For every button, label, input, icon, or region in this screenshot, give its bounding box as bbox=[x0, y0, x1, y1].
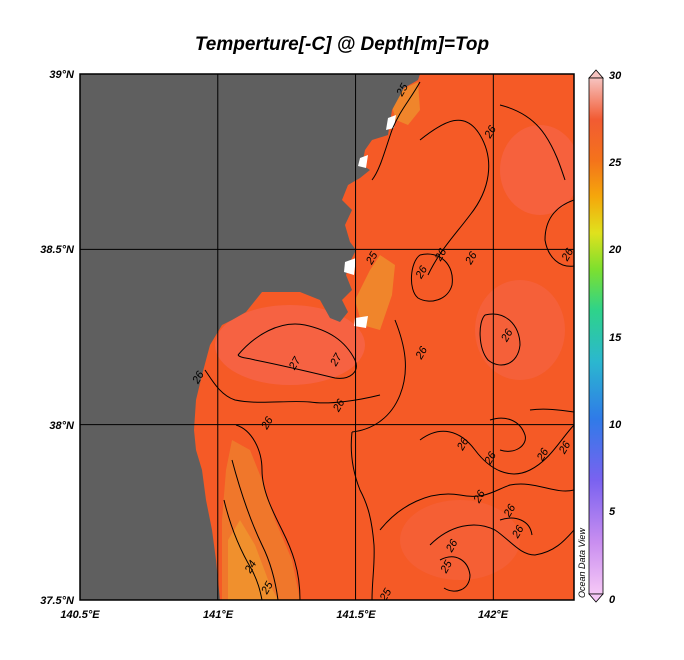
contour-line bbox=[411, 253, 453, 302]
contour-line bbox=[350, 431, 375, 600]
colorbar-bottom-arrow bbox=[588, 593, 604, 603]
contour-line bbox=[235, 424, 301, 600]
lat-tick-label: 37.5°N bbox=[40, 595, 75, 607]
lon-tick-label: 141.5°E bbox=[336, 609, 376, 621]
cool-coastal-water bbox=[228, 520, 278, 600]
contour-line bbox=[223, 499, 263, 600]
contour-line bbox=[499, 517, 533, 536]
colorbar-tick-label: 0 bbox=[609, 594, 616, 606]
contour-line bbox=[371, 81, 421, 181]
lon-tick-label: 140.5°E bbox=[60, 609, 100, 621]
lat-tick-label: 38°N bbox=[49, 420, 75, 432]
warm-water-patch bbox=[475, 280, 565, 380]
colorbar-tick-label: 15 bbox=[609, 332, 622, 344]
credit-label: Ocean Data View bbox=[577, 528, 587, 598]
contour-line bbox=[419, 119, 490, 276]
lat-tick-labels: 39°N 38.5°N 38°N 37.5°N bbox=[40, 69, 75, 607]
colorbar-tick-label: 10 bbox=[609, 419, 622, 431]
contour-line bbox=[499, 104, 566, 181]
lon-tick-labels: 140.5°E 141°E 141.5°E 142°E bbox=[60, 609, 508, 621]
graticule bbox=[80, 74, 574, 600]
colorbar-ticks: 30 25 20 15 10 5 0 bbox=[608, 70, 622, 606]
warm-water-patch bbox=[215, 305, 365, 385]
lon-tick-label: 142°E bbox=[478, 609, 509, 621]
colorbar-tick-label: 25 bbox=[608, 157, 622, 169]
contour-label: 26 bbox=[559, 246, 576, 264]
contour-line bbox=[479, 313, 521, 366]
lon-tick-label: 141°E bbox=[203, 609, 234, 621]
colorbar-tick-label: 5 bbox=[609, 506, 616, 518]
no-data-patch bbox=[358, 155, 368, 168]
no-data-patch bbox=[354, 316, 368, 328]
contour-line bbox=[379, 483, 574, 531]
colorbar-scale bbox=[588, 77, 604, 595]
colorbar-tick-label: 30 bbox=[609, 70, 622, 82]
contour-line bbox=[351, 319, 406, 433]
contour-line bbox=[529, 408, 574, 413]
contour-line bbox=[489, 417, 526, 452]
contour-label: 24 bbox=[242, 559, 259, 576]
plot-frame bbox=[79, 73, 575, 601]
colorbar-tick-label: 20 bbox=[608, 244, 622, 256]
no-data-patch bbox=[344, 258, 356, 275]
contour-line bbox=[231, 459, 279, 600]
colorbar-top-arrow bbox=[588, 69, 604, 79]
map-title: Temperture[-C] @ Depth[m]=Top bbox=[194, 34, 490, 55]
contour-line bbox=[419, 424, 574, 475]
warm-water-patch bbox=[400, 500, 520, 580]
contour-line bbox=[439, 556, 471, 592]
contour-line bbox=[237, 323, 357, 379]
lat-tick-label: 38.5°N bbox=[40, 244, 75, 256]
land-mass bbox=[80, 74, 420, 600]
cool-bay-water bbox=[390, 82, 420, 125]
cool-bay-water bbox=[355, 255, 395, 330]
lat-tick-label: 39°N bbox=[49, 69, 75, 81]
contour-line bbox=[544, 199, 574, 267]
contour-line bbox=[429, 524, 574, 556]
colorbar: 30 25 20 15 10 5 0 bbox=[588, 69, 622, 606]
warm-water-patch bbox=[500, 125, 574, 215]
